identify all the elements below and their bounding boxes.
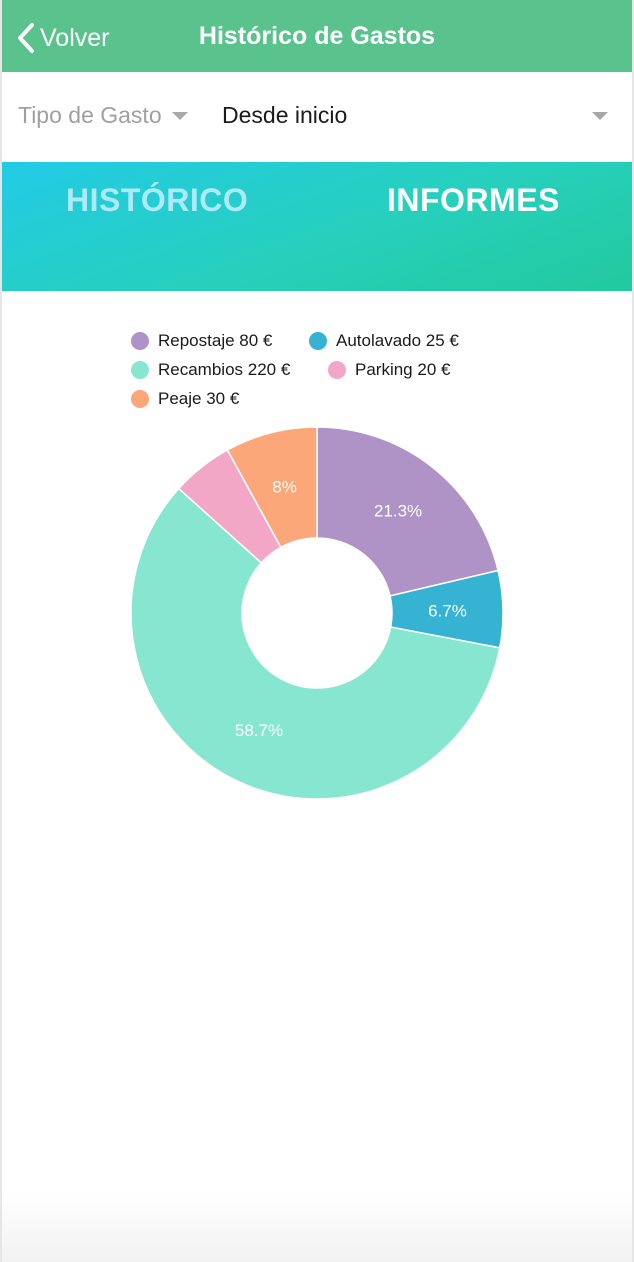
legend-swatch xyxy=(131,390,149,408)
legend-item-peaje[interactable]: Peaje 30 € xyxy=(131,389,239,409)
expense-type-select[interactable]: Tipo de Gasto xyxy=(18,102,188,129)
tab-bar: HISTÓRICO INFORMES xyxy=(2,162,632,291)
legend-swatch xyxy=(309,332,327,350)
slice-label-autolavado: 6.7% xyxy=(428,601,467,620)
slice-label-recambios: 58.7% xyxy=(235,721,283,740)
slice-label-repostaje: 21.3% xyxy=(374,502,422,521)
date-range-value: Desde inicio xyxy=(222,102,348,128)
expense-type-label: Tipo de Gasto xyxy=(18,102,162,128)
slice-label-peaje: 8% xyxy=(272,478,297,497)
legend-swatch xyxy=(131,332,149,350)
nav-bar: Volver Histórico de Gastos xyxy=(0,0,634,73)
legend-label: Peaje 30 € xyxy=(158,389,240,408)
page-title: Histórico de Gastos xyxy=(198,22,436,50)
back-label: Volver xyxy=(40,23,110,52)
slice-peaje[interactable] xyxy=(226,426,318,549)
legend-swatch xyxy=(131,361,149,379)
tab-historico[interactable]: HISTÓRICO xyxy=(66,182,249,218)
legend-swatch xyxy=(328,361,346,379)
date-range-select[interactable]: Desde inicio xyxy=(222,102,612,129)
legend-item-recambios[interactable]: Recambios 220 € xyxy=(131,360,290,380)
back-button[interactable]: Volver xyxy=(16,20,109,56)
legend-label: Autolavado 25 € xyxy=(336,331,459,350)
slice-recambios[interactable] xyxy=(130,487,501,800)
legend-label: Repostaje 80 € xyxy=(158,331,273,350)
legend-item-repostaje[interactable]: Repostaje 80 € xyxy=(131,331,272,351)
legend-label: Parking 20 € xyxy=(355,360,451,379)
tab-informes[interactable]: INFORMES xyxy=(387,182,560,218)
chevron-left-icon xyxy=(18,23,34,53)
caret-down-icon xyxy=(592,112,608,120)
legend-label: Recambios 220 € xyxy=(158,360,291,379)
legend-item-parking[interactable]: Parking 20 € xyxy=(328,360,450,380)
legend-item-autolavado[interactable]: Autolavado 25 € xyxy=(309,331,459,351)
slice-repostaje[interactable] xyxy=(316,426,499,597)
caret-down-icon xyxy=(171,111,188,120)
filter-bar: Tipo de Gasto Desde inicio xyxy=(0,72,634,162)
